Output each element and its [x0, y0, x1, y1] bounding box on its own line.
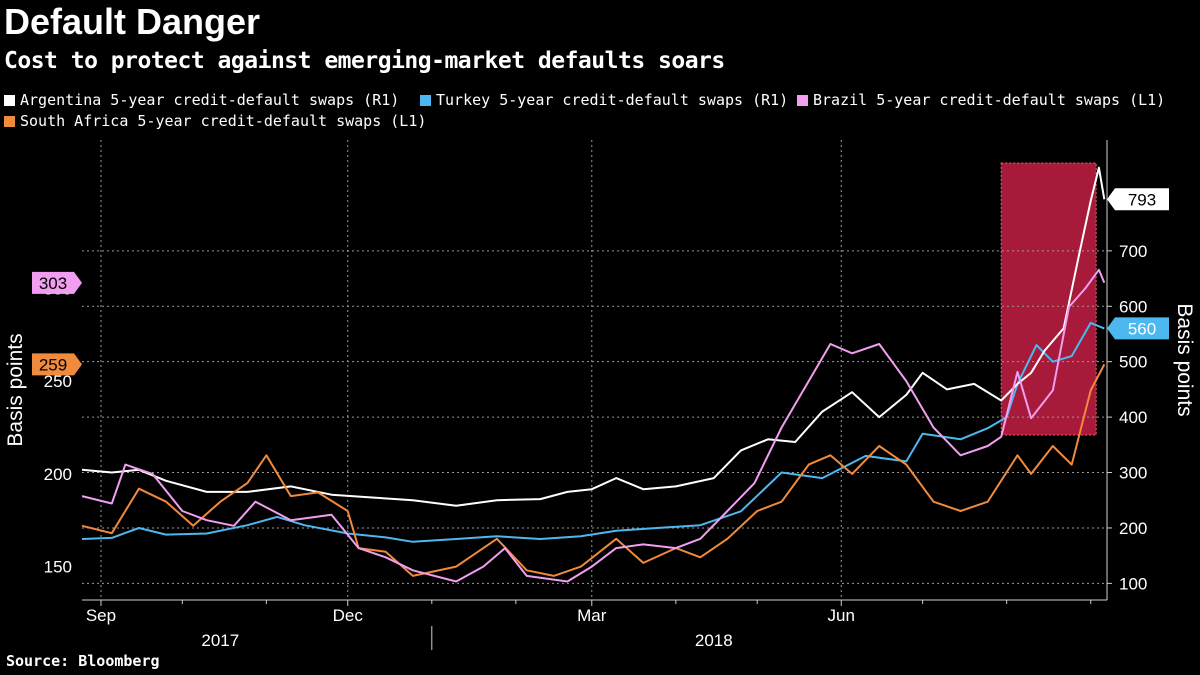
legend-item-argentina: Argentina 5-year credit-default swaps (R…: [4, 90, 399, 111]
series-line-argentina: [81, 166, 1106, 507]
x-tick-label: Jun: [828, 606, 855, 625]
right-tick-label: 100: [1119, 574, 1147, 593]
x-year-label: 2017: [201, 631, 239, 650]
last-value-turkey-flag: [1107, 317, 1169, 340]
right-tick-label: 500: [1119, 353, 1147, 372]
source-note: Source: Bloomberg: [6, 652, 160, 670]
legend-item-turkey: Turkey 5-year credit-default swaps (R1): [420, 90, 788, 111]
right-tick-label: 300: [1119, 464, 1147, 483]
chart-subtitle: Cost to protect against emerging-market …: [4, 48, 725, 74]
right-tick-label: 200: [1119, 519, 1147, 538]
x-tick-label: Mar: [577, 606, 607, 625]
legend-item-brazil: Brazil 5-year credit-default swaps (L1): [797, 90, 1165, 111]
series-line-brazil: [81, 268, 1106, 583]
series-line-turkey: [81, 321, 1105, 543]
x-year-label: 2018: [695, 631, 733, 650]
x-tick-label: Dec: [333, 606, 364, 625]
last-value-brazil-value-label: 303: [39, 274, 67, 293]
legend-item-south-africa: South Africa 5-year credit-default swaps…: [4, 111, 426, 132]
right-tick-label: 700: [1119, 242, 1147, 261]
series-line-south-africa: [81, 363, 1106, 577]
right-tick-label: 400: [1119, 408, 1147, 427]
legend-swatch: [420, 95, 431, 106]
last-value-argentina-flag: [1107, 188, 1169, 211]
left-axis-title: Basis points: [4, 333, 27, 446]
right-tick-label: 600: [1119, 297, 1147, 316]
chart-title: Default Danger: [4, 1, 261, 42]
left-tick-label: 200: [44, 465, 72, 484]
last-value-argentina-value-label: 793: [1128, 190, 1156, 209]
highlight-region: [1000, 162, 1097, 436]
left-tick-label: 150: [44, 558, 72, 577]
legend-label: Turkey 5-year credit-default swaps (R1): [436, 91, 789, 109]
x-tick-label: Sep: [86, 606, 116, 625]
legend-label: Argentina 5-year credit-default swaps (R…: [20, 91, 400, 109]
last-value-south-africa-value-label: 259: [39, 355, 67, 374]
legend-swatch: [4, 116, 15, 127]
last-value-brazil-flag: [32, 271, 82, 294]
legend-swatch: [4, 95, 15, 106]
legend-label: Brazil 5-year credit-default swaps (L1): [813, 91, 1166, 109]
last-value-turkey-value-label: 560: [1128, 319, 1156, 338]
left-tick-label: 250: [44, 372, 72, 391]
legend-swatch: [797, 95, 808, 106]
last-value-south-africa-flag: [32, 353, 82, 376]
legend-label: South Africa 5-year credit-default swaps…: [20, 112, 427, 130]
right-axis-title: Basis points: [1173, 303, 1196, 416]
